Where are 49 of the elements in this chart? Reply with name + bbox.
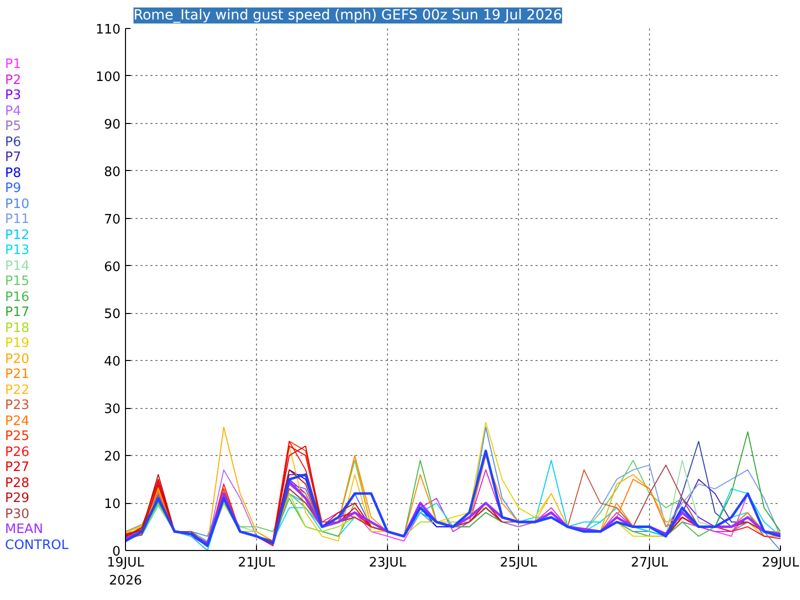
text: P7 [5, 150, 22, 166]
y-tick-label: 100 [96, 70, 121, 85]
text: P16 [5, 290, 30, 305]
y-tick-label: 20 [104, 450, 121, 465]
text: P27 [5, 460, 30, 476]
y-tick-label: 60 [104, 260, 121, 275]
text: P19 [5, 336, 30, 352]
text: P21 [5, 367, 30, 382]
x-tick-label: 27JUL [630, 556, 669, 570]
y-tick-label: 80 [104, 164, 121, 180]
text: P8 [5, 166, 22, 181]
text: P22 [5, 382, 30, 398]
text: P28 [5, 476, 30, 491]
text: P14 [5, 258, 30, 274]
text: P30 [5, 506, 30, 522]
y-tick-label: 50 [104, 307, 121, 322]
text: P13 [5, 243, 30, 258]
x-tick-label: 23JUL [368, 556, 407, 570]
text: P11 [5, 212, 30, 228]
chart-title: Rome_Italy wind gust speed (mph) GEFS 00z Sun 19 Jul 2026 [134, 8, 562, 24]
text: P4 [5, 104, 22, 119]
text: P26 [5, 444, 30, 460]
x-tick-label: 29JUL [762, 556, 800, 570]
text: P10 [5, 196, 30, 212]
text: MEAN [5, 522, 44, 538]
text: CONTROL [5, 538, 68, 553]
text: P9 [5, 181, 22, 196]
text: P24 [5, 414, 30, 429]
text: P6 [5, 134, 22, 150]
text: P29 [5, 491, 30, 506]
text: P18 [5, 320, 30, 336]
text: P12 [5, 228, 30, 243]
text: P5 [5, 119, 22, 134]
text: P23 [5, 398, 30, 414]
text: P3 [5, 88, 22, 104]
text: P2 [5, 72, 22, 88]
y-tick-label: 30 [104, 402, 121, 418]
text: P17 [5, 305, 30, 320]
y-tick-label: 110 [96, 22, 121, 38]
x-tick-label: 25JUL [500, 556, 538, 570]
text: P15 [5, 274, 30, 290]
y-tick-label: 40 [104, 354, 121, 370]
y-tick-label: 70 [104, 212, 121, 228]
text: P1 [5, 57, 22, 72]
y-tick-label: 10 [104, 497, 121, 512]
y-tick-label: 90 [104, 117, 121, 132]
x-tick-label: 21JUL [238, 556, 276, 570]
text: P25 [5, 429, 30, 444]
text: P20 [5, 352, 30, 367]
